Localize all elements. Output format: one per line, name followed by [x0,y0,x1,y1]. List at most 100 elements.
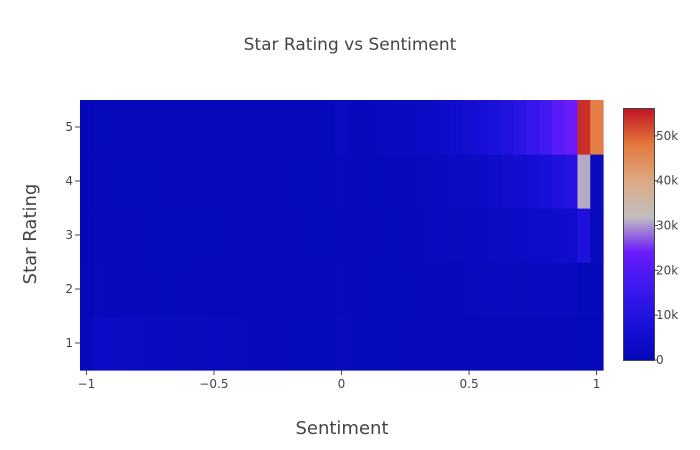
heatmap-cell [437,100,451,155]
heatmap-cell [437,208,451,263]
heatmap-cell [309,100,323,155]
heatmap-cell [539,262,553,317]
heatmap-cell [245,100,260,155]
heatmap-cell [577,262,591,317]
heatmap-cell [551,208,566,263]
heatmap-cell [92,100,107,155]
heatmap-cell [169,100,183,155]
heatmap-cell [360,100,374,155]
heatmap-cell [322,262,336,317]
heatmap-cell [590,154,604,209]
heatmap-cell [182,154,196,209]
heatmap-cell [335,100,349,155]
heatmap-cell [360,208,374,263]
heatmap-cell [296,154,311,209]
heatmap-cell [424,154,438,209]
heatmap-cell [564,316,579,371]
heatmap-cell [271,154,285,209]
heatmap-cell [347,316,362,371]
colorbar: 0 10k 20k 30k 40k 50k [623,108,678,367]
colorbar-tick-label: 40k [656,174,678,188]
heatmap-cell [309,154,323,209]
heatmap-cell [526,316,540,371]
heatmap-cell [551,316,566,371]
heatmap-cell [335,262,349,317]
heatmap-cell [92,316,107,371]
heatmap-cell [424,208,438,263]
heatmap-cell [156,262,170,317]
y-axis-title: Star Rating [20,184,41,285]
heatmap-cell [539,100,553,155]
heatmap-cell [131,262,145,317]
heatmap-cell [194,316,209,371]
heatmap-cell [551,262,566,317]
heatmap-cell [449,100,464,155]
heatmap-cell [335,154,349,209]
heatmap-cell [284,100,298,155]
heatmap-cell [118,262,132,317]
heatmap-cell [475,154,489,209]
heatmap-cell [194,100,209,155]
heatmap-cell [526,100,540,155]
heatmap-cell [462,100,477,155]
heatmap-cell [386,316,400,371]
heatmap-cell [398,154,413,209]
heatmap-cell [143,262,158,317]
heatmap-cell [500,262,515,317]
y-axis: 1 2 3 4 5 [65,120,80,350]
heatmap-cell [437,262,451,317]
heatmap-cell [462,154,477,209]
heatmap-cell [233,100,247,155]
heatmap-cell [322,154,336,209]
heatmap-cell [449,154,464,209]
heatmap-cell [590,208,604,263]
heatmap-cell [271,316,285,371]
heatmap-cell [284,316,298,371]
heatmap-cell [105,154,119,209]
heatmap-cell [590,262,604,317]
heatmap-cell [475,100,489,155]
heatmap-cell [271,208,285,263]
heatmap-cell [207,262,221,317]
heatmap-cell [118,100,132,155]
heatmap-cell [513,262,528,317]
heatmap-cell [577,316,591,371]
y-tick-label: 1 [65,336,73,350]
heatmap-cell [462,208,477,263]
heatmap-cell [513,208,528,263]
heatmap-cell [105,100,119,155]
heatmap-cell [182,316,196,371]
heatmap-cell [398,100,413,155]
heatmap-cell [80,262,94,317]
heatmap-cell [398,262,413,317]
heatmap-cell [526,262,540,317]
heatmap-cell [258,154,272,209]
heatmap-cell [220,316,234,371]
heatmap-cell [233,262,247,317]
heatmap-cell [105,208,119,263]
heatmap-cell [424,316,438,371]
heatmap-cell [296,316,311,371]
heatmap-cell [386,100,400,155]
heatmap-cell [500,154,515,209]
heatmap-cell [424,100,438,155]
heatmap-cell [347,154,362,209]
heatmap-cell [296,100,311,155]
y-tick-label: 5 [65,120,73,134]
heatmap-cell [500,208,515,263]
heatmap-cell [398,316,413,371]
heatmap-cell [156,100,170,155]
heatmap-cell [500,316,515,371]
heatmap-cell [118,316,132,371]
y-tick-label: 4 [65,174,73,188]
x-tick-label: −0.5 [199,377,228,391]
heatmap-cell [80,316,94,371]
heatmap-cell [92,262,107,317]
heatmap-cell [245,208,260,263]
heatmap-cell [105,262,119,317]
heatmap-cell [526,208,540,263]
heatmap-cell [513,154,528,209]
heatmap-cell [309,208,323,263]
y-tick-label: 3 [65,228,73,242]
heatmap-cell [551,100,566,155]
